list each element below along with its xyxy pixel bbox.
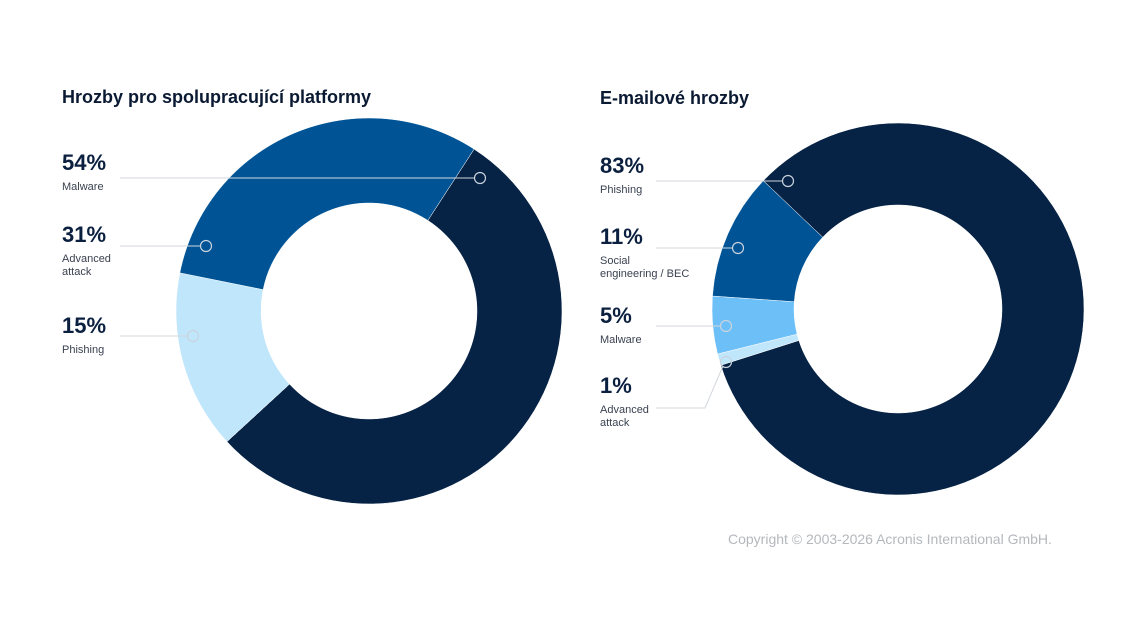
- leader-marker: [199, 239, 213, 253]
- leader-marker: [781, 174, 795, 188]
- leader-line: [656, 365, 724, 409]
- chart-1: Hrozby pro spolupracující platformy 54% Ma…: [62, 87, 563, 505]
- chart-title: Hrozby pro spolupracující platformy: [62, 87, 371, 107]
- donut-slice-phishing: [720, 122, 1085, 496]
- leader-marker: [719, 319, 733, 333]
- leader-marker: [719, 355, 733, 369]
- donut-slice-advanced-attack: [179, 117, 475, 290]
- slice-percent: 5%: [600, 303, 632, 328]
- slice-label: engineering / BEC: [600, 268, 689, 280]
- chart-2: E-mailové hrozby 83% Phishing 11% Socialengi…: [600, 88, 1085, 496]
- leader-marker: [186, 329, 200, 343]
- slice-label: Advanced: [62, 253, 111, 265]
- slice-percent: 11%: [600, 224, 643, 249]
- copyright: Copyright © 2003-2026 Acronis Internatio…: [728, 531, 1052, 547]
- slice-label: attack: [600, 417, 630, 429]
- slice-percent: 54%: [62, 150, 106, 175]
- slice-percent: 15%: [62, 313, 106, 338]
- slice-percent: 1%: [600, 373, 632, 398]
- slice-label: Malware: [62, 181, 104, 193]
- slice-label: attack: [62, 266, 92, 278]
- slice-label: Phishing: [62, 344, 104, 356]
- slice-label: Phishing: [600, 184, 642, 196]
- chart-title: E-mailové hrozby: [600, 88, 749, 108]
- donut-slice-malware: [226, 148, 563, 505]
- leader-marker: [731, 241, 745, 255]
- slice-label: Malware: [600, 334, 642, 346]
- slice-label: Social: [600, 255, 630, 267]
- leader-marker: [473, 171, 487, 185]
- slice-label: Advanced: [600, 404, 649, 416]
- slice-percent: 31%: [62, 222, 106, 247]
- slice-percent: 83%: [600, 153, 644, 178]
